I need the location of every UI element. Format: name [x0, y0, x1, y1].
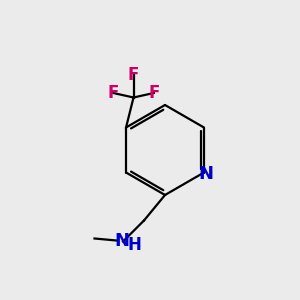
- Text: F: F: [128, 66, 139, 84]
- Text: F: F: [108, 84, 119, 102]
- Text: N: N: [199, 165, 214, 183]
- Text: F: F: [148, 84, 160, 102]
- Text: N: N: [114, 232, 129, 250]
- Text: H: H: [128, 236, 141, 253]
